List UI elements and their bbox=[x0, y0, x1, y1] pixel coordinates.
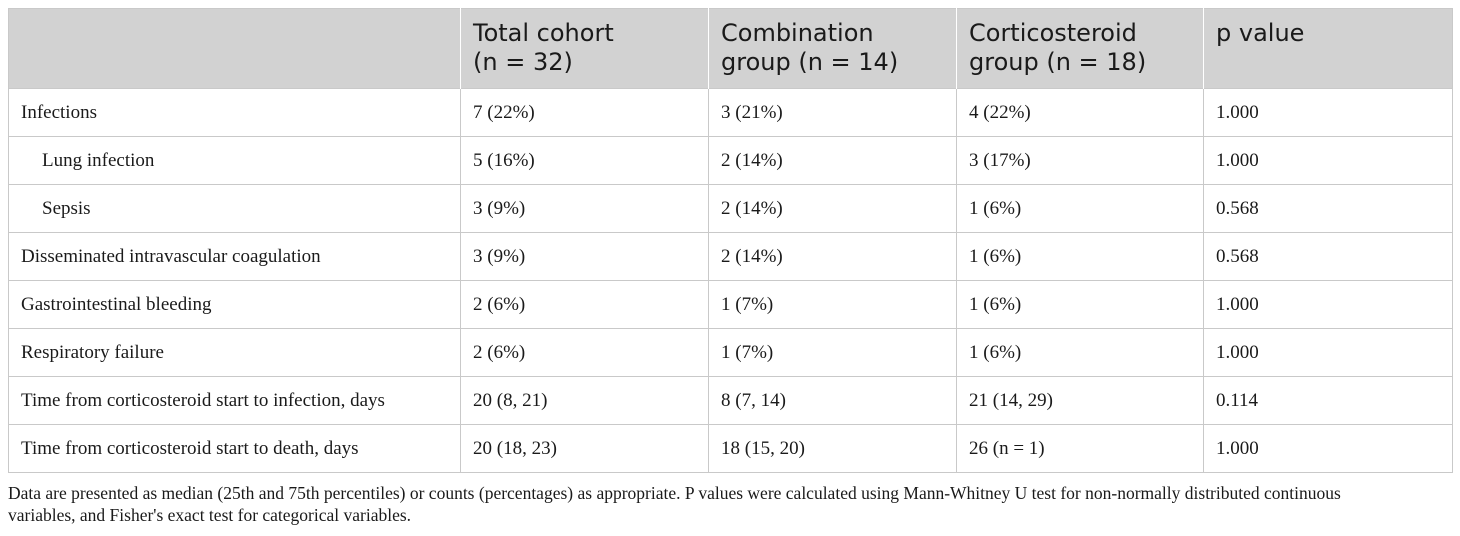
table-cell: 4 (22%) bbox=[956, 88, 1204, 137]
table-body: Infections 7 (22%) 3 (21%) 4 (22%) 1.000 Lung… bbox=[8, 88, 1453, 473]
table-cell: 8 (7, 14) bbox=[708, 376, 957, 425]
table-cell: 1 (6%) bbox=[956, 328, 1204, 377]
header-cell-p-value: p value bbox=[1203, 8, 1453, 89]
table-cell: 26 (n = 1) bbox=[956, 424, 1204, 473]
table-row: Disseminated intravascular coagulation 3 … bbox=[8, 232, 1453, 281]
table-cell: 2 (6%) bbox=[460, 280, 709, 329]
table-cell: 0.114 bbox=[1203, 376, 1453, 425]
table-cell: 1 (6%) bbox=[956, 280, 1204, 329]
table-row: Time from corticosteroid start to death,… bbox=[8, 424, 1453, 473]
header-line: p value bbox=[1216, 19, 1305, 47]
table-cell: 7 (22%) bbox=[460, 88, 709, 137]
table-cell: 2 (14%) bbox=[708, 232, 957, 281]
table-cell: 3 (9%) bbox=[460, 232, 709, 281]
row-label: Respiratory failure bbox=[8, 328, 461, 377]
header-cell-combination-group: Combination group (n = 14) bbox=[708, 8, 957, 89]
table-cell: 0.568 bbox=[1203, 232, 1453, 281]
table-cell: 3 (9%) bbox=[460, 184, 709, 233]
header-line: group (n = 18) bbox=[969, 48, 1147, 76]
row-label: Infections bbox=[8, 88, 461, 137]
table-cell: 3 (21%) bbox=[708, 88, 957, 137]
row-label: Time from corticosteroid start to death,… bbox=[8, 424, 461, 473]
table-cell: 1.000 bbox=[1203, 88, 1453, 137]
footnote-line: variables, and Fisher's exact test for c… bbox=[8, 505, 412, 525]
header-cell-total-cohort: Total cohort (n = 32) bbox=[460, 8, 709, 89]
table-cell: 2 (14%) bbox=[708, 184, 957, 233]
header-line: group (n = 14) bbox=[721, 48, 899, 76]
table-cell: 18 (15, 20) bbox=[708, 424, 957, 473]
table-cell: 20 (18, 23) bbox=[460, 424, 709, 473]
header-line: (n = 32) bbox=[473, 48, 573, 76]
table-cell: 1 (6%) bbox=[956, 184, 1204, 233]
header-cell-corticosteroid-group: Corticosteroid group (n = 18) bbox=[956, 8, 1204, 89]
footnote-line: Data are presented as median (25th and 7… bbox=[8, 483, 1341, 503]
table-header: Total cohort (n = 32) Combination group … bbox=[8, 8, 1453, 89]
table-cell: 21 (14, 29) bbox=[956, 376, 1204, 425]
table-footnote: Data are presented as median (25th and 7… bbox=[8, 482, 1454, 526]
table-row: Gastrointestinal bleeding 2 (6%) 1 (7%) 1 (… bbox=[8, 280, 1453, 329]
table-cell: 2 (6%) bbox=[460, 328, 709, 377]
table-row: Respiratory failure 2 (6%) 1 (7%) 1 (6%) 1.0… bbox=[8, 328, 1453, 377]
table-cell: 2 (14%) bbox=[708, 136, 957, 185]
table-row: Infections 7 (22%) 3 (21%) 4 (22%) 1.000 bbox=[8, 88, 1453, 137]
table-cell: 1.000 bbox=[1203, 424, 1453, 473]
row-label: Gastrointestinal bleeding bbox=[8, 280, 461, 329]
table-cell: 5 (16%) bbox=[460, 136, 709, 185]
row-label: Lung infection bbox=[8, 136, 461, 185]
row-label: Sepsis bbox=[8, 184, 461, 233]
header-cell-label bbox=[8, 8, 461, 89]
table-cell: 1.000 bbox=[1203, 280, 1453, 329]
header-line: Combination bbox=[721, 19, 874, 47]
table-cell: 20 (8, 21) bbox=[460, 376, 709, 425]
table-cell: 1 (6%) bbox=[956, 232, 1204, 281]
table-cell: 1.000 bbox=[1203, 136, 1453, 185]
table-row: Time from corticosteroid start to infect… bbox=[8, 376, 1453, 425]
header-line: Total cohort bbox=[473, 19, 614, 47]
table-cell: 3 (17%) bbox=[956, 136, 1204, 185]
row-label: Disseminated intravascular coagulation bbox=[8, 232, 461, 281]
table-cell: 0.568 bbox=[1203, 184, 1453, 233]
table-cell: 1 (7%) bbox=[708, 328, 957, 377]
results-table: Total cohort (n = 32) Combination group … bbox=[8, 8, 1453, 473]
table-cell: 1.000 bbox=[1203, 328, 1453, 377]
row-label: Time from corticosteroid start to infect… bbox=[8, 376, 461, 425]
table-row: Lung infection 5 (16%) 2 (14%) 3 (17%) 1.000 bbox=[8, 136, 1453, 185]
header-line: Corticosteroid bbox=[969, 19, 1137, 47]
table-cell: 1 (7%) bbox=[708, 280, 957, 329]
table-row: Sepsis 3 (9%) 2 (14%) 1 (6%) 0.568 bbox=[8, 184, 1453, 233]
header-row: Total cohort (n = 32) Combination group … bbox=[8, 8, 1453, 89]
